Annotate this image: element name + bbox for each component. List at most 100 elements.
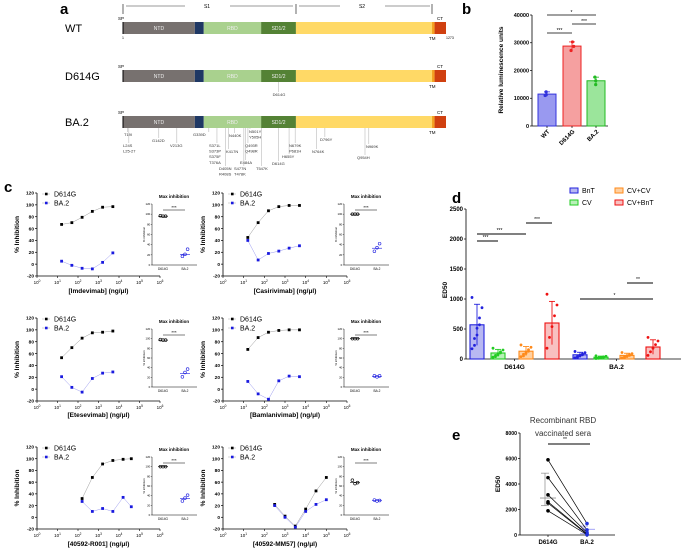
spike-row-wt: WT NTD RBD SD1/2SP CTTM1 1273 — [65, 16, 454, 41]
mutation-label: S373P — [209, 149, 221, 154]
tick-exponent: 6 — [162, 279, 164, 283]
tick-exponent: 5 — [328, 404, 330, 408]
panel-d-y-tick-label: 2000 — [450, 237, 464, 243]
mutation-label: N764K — [312, 149, 325, 154]
tick-exponent: 1 — [245, 279, 247, 283]
tick-exponent: 3 — [100, 279, 102, 283]
data-point — [288, 375, 291, 378]
tick-exponent: 4 — [121, 532, 123, 536]
domain-label: NTD — [154, 26, 165, 32]
data-point — [525, 352, 528, 355]
inset-data-point — [181, 255, 184, 258]
mutation-label: H655Y — [282, 154, 295, 159]
domain-segment — [432, 116, 435, 128]
ct-label: CT — [437, 16, 443, 21]
data-point — [576, 356, 579, 359]
tick-exponent: 5 — [328, 532, 330, 536]
panel-c-y-tick-label: 100 — [212, 203, 220, 209]
data-point — [600, 356, 603, 359]
inset-significance-label: *** — [171, 205, 177, 210]
legend-label: CV+BnT — [627, 200, 654, 207]
data-point — [257, 336, 260, 339]
panel-c-y-tick-label: 100 — [212, 328, 220, 334]
legend-item-cv: CV — [570, 200, 592, 207]
inset-x-label: D614G — [350, 517, 361, 521]
data-point — [325, 476, 328, 479]
series-line-d614g — [248, 205, 300, 237]
x-tick-label: 100 — [220, 279, 227, 285]
data-point — [649, 350, 652, 353]
data-point — [246, 380, 249, 383]
panel-c-y-tick-label: 20 — [29, 375, 35, 381]
data-point — [298, 375, 301, 378]
inset-y-tick-label: 20 — [147, 253, 151, 257]
x-tick-label: 104 — [302, 532, 309, 538]
inset-x-label: D614G — [158, 267, 169, 271]
panel-c-y-tick-label: 60 — [29, 480, 35, 486]
panel-d-y-label: ED50 — [442, 281, 449, 298]
x-tick-label: 106 — [344, 532, 351, 538]
x-tick-label: D614G — [559, 129, 577, 147]
panel-c-y-tick-label: 40 — [215, 238, 221, 244]
inset-y-tick-label: 80 — [339, 222, 343, 226]
domain-segment — [296, 22, 432, 34]
panel-c-y-tick-label: -20 — [213, 399, 220, 405]
data-point — [111, 459, 114, 462]
inset-y-tick-label: 0 — [149, 263, 151, 267]
significance-label: * — [614, 293, 616, 299]
inset-y-tick-label: 40 — [339, 366, 343, 370]
data-point — [626, 355, 629, 358]
data-point — [497, 353, 500, 356]
x-tick-label: 106 — [157, 404, 164, 410]
mutation-label: K417N — [226, 149, 238, 154]
inset-y-tick-label: 80 — [339, 474, 343, 478]
x-axis-label: [Casirivimab] (ng/μl) — [254, 288, 317, 295]
inset-y-tick-label: 60 — [147, 484, 151, 488]
dose-response-panel: -20020406080100120100 101 102 103 104 105 106[… — [14, 316, 197, 419]
inset-y-label: % inhibition — [334, 350, 338, 366]
panel-d-y-tick-label: 0 — [460, 357, 464, 363]
sp-label: SP — [118, 64, 124, 69]
x-tick-label: 103 — [95, 404, 102, 410]
data-point — [602, 356, 605, 359]
data-point — [654, 343, 657, 346]
x-tick-label: 102 — [75, 279, 82, 285]
x-tick-label: 100 — [34, 404, 41, 410]
panel-c-y-tick-label: 120 — [26, 445, 34, 451]
data-point — [288, 247, 291, 250]
data-point — [91, 331, 94, 334]
legend-marker — [231, 447, 234, 450]
panel-c-y-tick-label: 80 — [29, 214, 35, 220]
data-point — [91, 476, 94, 479]
y-axis-label: % Inhibition — [200, 341, 207, 378]
x-tick-label: 102 — [261, 279, 268, 285]
panel-b-y-tick-label: 30000 — [514, 41, 529, 47]
series-line-d614g — [82, 459, 131, 499]
panel-c-y-tick-label: 120 — [212, 445, 220, 451]
mutation-label: S477N — [234, 166, 246, 171]
x-axis-label: [Etesevimab] (ng/μl) — [67, 412, 129, 419]
data-point — [476, 327, 479, 330]
data-point-d614g — [546, 493, 550, 497]
data-point — [581, 353, 584, 356]
x-axis-label: [40592-MM57] (ng/μl) — [253, 541, 317, 548]
x-tick-label: 105 — [323, 279, 330, 285]
x-tick-label: 105 — [323, 532, 330, 538]
x-tick-label: 104 — [116, 279, 123, 285]
legend-swatch — [615, 188, 623, 193]
inset-y-tick-label: 40 — [339, 243, 343, 247]
data-point — [492, 356, 495, 359]
inset-y-tick-label: 60 — [339, 233, 343, 237]
data-point — [473, 344, 476, 347]
inset-y-tick-label: 100 — [146, 465, 151, 469]
inset-y-tick-label: 40 — [147, 494, 151, 498]
s1-label: S1 — [204, 4, 210, 10]
data-point — [246, 348, 249, 351]
data-point — [70, 346, 73, 349]
tick-exponent: 4 — [307, 279, 309, 283]
data-point — [91, 210, 94, 213]
domain-segment — [195, 70, 204, 82]
data-point — [257, 259, 260, 262]
panel-c-y-tick-label: 100 — [212, 456, 220, 462]
tick-exponent: 3 — [100, 404, 102, 408]
